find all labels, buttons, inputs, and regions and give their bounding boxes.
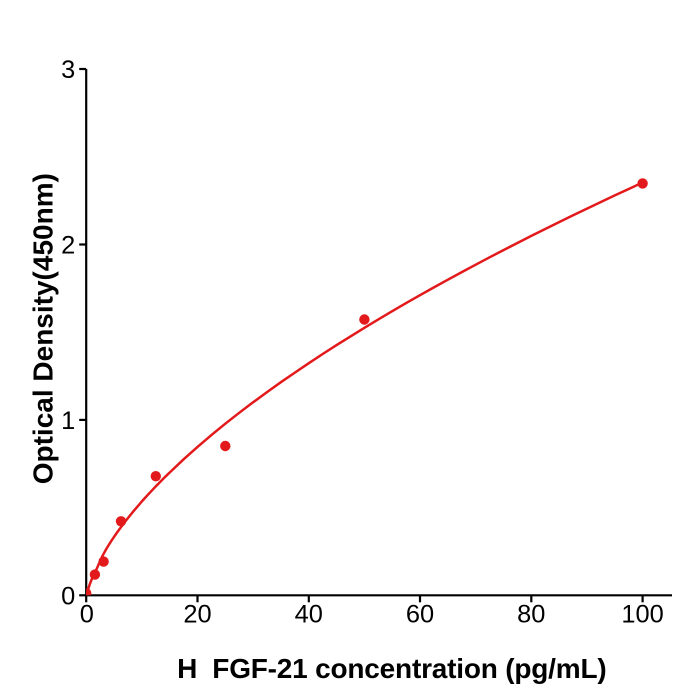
svg-text:20: 20	[183, 601, 211, 629]
svg-text:1: 1	[61, 407, 75, 435]
svg-text:100: 100	[621, 601, 663, 629]
svg-text:60: 60	[406, 601, 434, 629]
svg-text:0: 0	[61, 582, 75, 610]
svg-text:Optical Density(450nm): Optical Density(450nm)	[28, 173, 59, 484]
svg-text:80: 80	[517, 601, 545, 629]
svg-text:3: 3	[61, 56, 75, 84]
svg-text:H FGF-21 concentration (pg/mL: H FGF-21 concentration (pg/mL)	[177, 653, 606, 684]
svg-text:40: 40	[295, 601, 323, 629]
svg-text:2: 2	[61, 232, 75, 260]
svg-text:0: 0	[80, 601, 94, 629]
